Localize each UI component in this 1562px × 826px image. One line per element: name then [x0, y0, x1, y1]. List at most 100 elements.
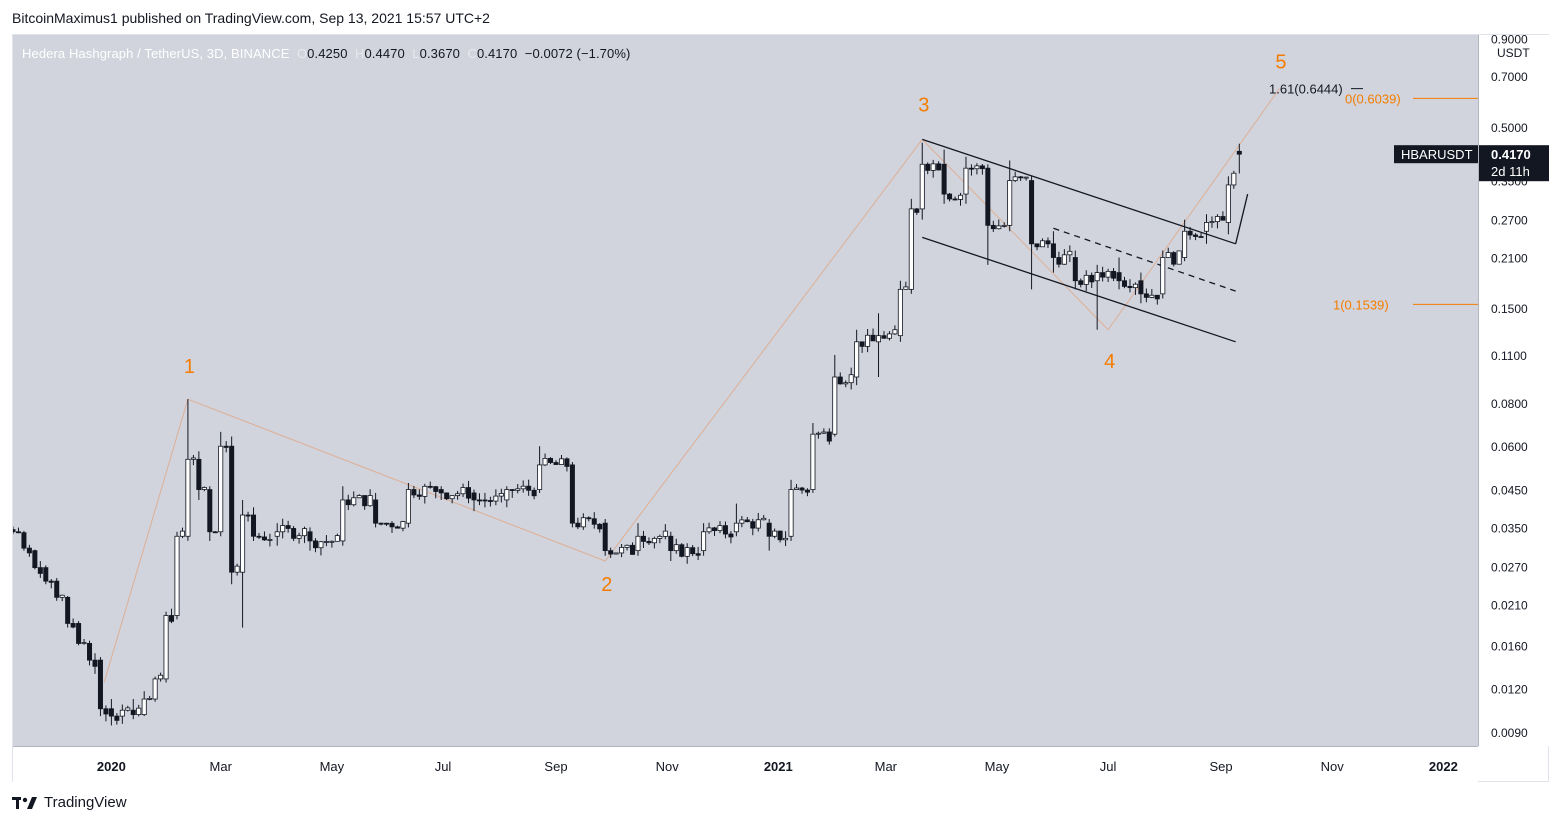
wave-connector-line [604, 139, 923, 562]
candle-body [476, 499, 482, 502]
candle-body [1116, 272, 1122, 282]
candle [274, 523, 280, 546]
price-tick-label: 0.5000 [1491, 121, 1528, 135]
candle [1072, 250, 1078, 290]
candle-body [223, 445, 229, 448]
candle [772, 528, 778, 539]
candle-body [103, 708, 109, 715]
candle-body [542, 457, 548, 466]
candle [952, 196, 958, 201]
candle-body [897, 288, 903, 337]
candle-body [515, 488, 521, 491]
candle [1149, 289, 1155, 299]
candle-body [1236, 150, 1242, 155]
candle [234, 563, 240, 576]
candle-body [438, 489, 444, 494]
candle [963, 156, 969, 204]
candle-body [679, 544, 685, 557]
candle-body [1023, 176, 1029, 179]
candle-body [974, 165, 980, 170]
legend-symbol: Hedera Hashgraph / TetherUS, 3D, BINANCE [22, 46, 290, 61]
time-axis[interactable]: 2020 Mar May Jul Sep Nov 2021 Mar May Jul Sep Nov 20… [13, 746, 1478, 782]
price-axis[interactable]: 0.9000 0.7000 0.5000 0.3500 0.2700 0.2100 0.15… [1478, 32, 1549, 746]
candle-body [914, 208, 920, 213]
candle [1209, 216, 1215, 228]
candle-body [460, 487, 466, 495]
candle-body [985, 167, 991, 226]
candle-body [119, 709, 125, 717]
candle [362, 495, 368, 510]
candle-body [1083, 274, 1089, 285]
footer-brand[interactable]: TradingView [12, 794, 127, 811]
candle [903, 281, 909, 290]
candle [635, 523, 641, 556]
candle [163, 611, 169, 683]
candle-body [422, 485, 428, 497]
candle [1045, 237, 1051, 249]
candle [848, 367, 854, 390]
candle-body [291, 528, 297, 539]
candle [460, 483, 466, 497]
candle-body [274, 531, 280, 537]
time-tick-label: Jul [1100, 759, 1117, 774]
candle-body [487, 500, 493, 502]
candle-body [147, 698, 153, 700]
candle [1154, 294, 1160, 305]
candle-body [345, 499, 351, 506]
legend-close-label: C [467, 46, 477, 61]
plot-area[interactable]: 1 2 3 4 5 1.61(0.6444) 0(0.6039) 1(0.1539) HBARU… [13, 35, 1478, 746]
candle [312, 538, 318, 553]
candle [416, 489, 422, 500]
fib-level-1-label: 1(0.1539) [1333, 297, 1389, 312]
candle-body [1171, 252, 1177, 265]
time-tick-label: Sep [1210, 759, 1233, 774]
candle-body [76, 623, 82, 644]
candle-body [1220, 216, 1226, 221]
candle-body [449, 495, 455, 500]
candle [1007, 160, 1013, 232]
candle-body [81, 642, 87, 645]
candle-body [996, 225, 1002, 230]
candle-body [280, 525, 286, 533]
candle [684, 543, 690, 564]
candle [70, 618, 76, 629]
candle-body [1040, 240, 1046, 248]
candle-body [163, 615, 169, 680]
candle [1143, 288, 1149, 303]
candle-body [919, 163, 925, 210]
candle-body [1132, 283, 1138, 289]
candle [92, 653, 98, 674]
candle [296, 532, 302, 544]
candle-body [558, 458, 564, 465]
candle [859, 341, 865, 353]
candle-body [125, 707, 131, 711]
candle [218, 431, 224, 537]
candle-body [963, 167, 969, 195]
candle-body [92, 659, 98, 667]
price-tick-label: 0.0210 [1491, 598, 1528, 612]
candle-body [158, 674, 164, 680]
channel-lower-line [922, 236, 1236, 343]
candle [245, 511, 251, 522]
candle-body [821, 431, 827, 434]
candle [1171, 251, 1177, 267]
candle [1018, 176, 1024, 181]
candle-body [1007, 180, 1013, 226]
candle [43, 565, 49, 585]
candle-body [1214, 216, 1220, 223]
candle [979, 163, 985, 175]
candle [378, 522, 384, 526]
candle [1040, 238, 1046, 248]
candle [449, 495, 455, 504]
candle-body [750, 521, 756, 529]
time-tick-label: May [320, 759, 345, 774]
candle [739, 515, 745, 528]
candle-body [826, 431, 832, 442]
candle [542, 453, 548, 467]
candle [624, 544, 630, 551]
candle [389, 521, 395, 533]
candle [471, 489, 477, 512]
price-tick-label: 0.0800 [1491, 397, 1528, 411]
candle [815, 431, 821, 439]
candle-body [261, 536, 267, 541]
